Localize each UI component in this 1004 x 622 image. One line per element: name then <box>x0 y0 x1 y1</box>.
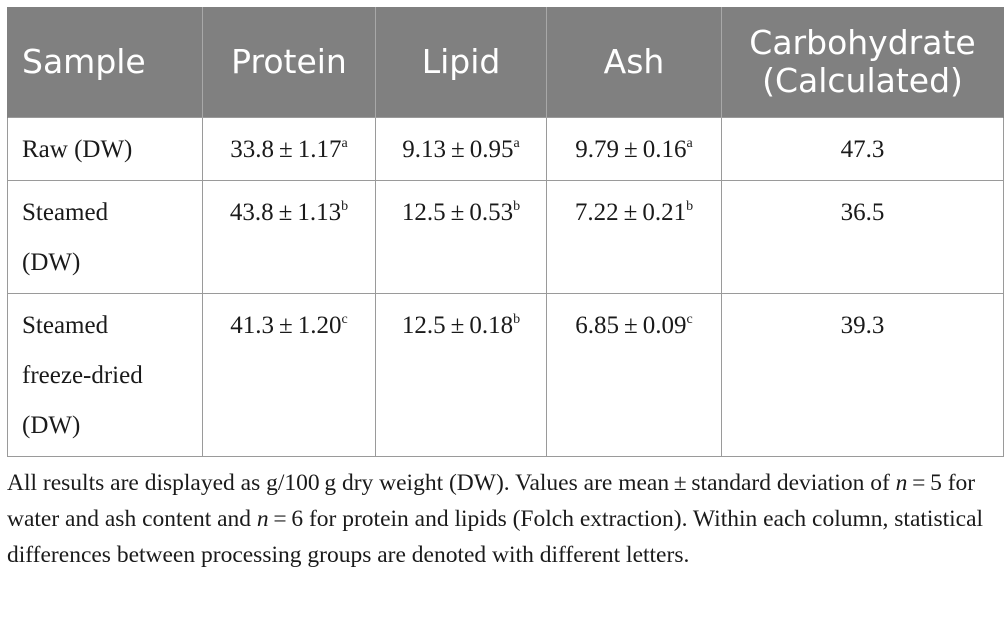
sample-label-line2: freeze-dried <box>22 362 143 389</box>
mean-value: 9.79 <box>575 136 620 163</box>
footnote-part1: All results are displayed as g/100 g dry… <box>7 470 896 496</box>
lipid-cell: 12.5 ±0.18b <box>375 293 547 457</box>
table-row: Steamed (DW) 43.8 ±1.13b 12.5 ±0.53b 7.22 ±… <box>7 180 1004 294</box>
significance-letter: b <box>513 199 521 214</box>
plus-minus: ± <box>624 312 638 339</box>
plus-minus: ± <box>278 199 293 226</box>
sample-label-line3: (DW) <box>22 412 81 439</box>
protein-cell: 41.3 ±1.20c <box>202 293 376 457</box>
footnote-part2: = 5 for water and ash content and <box>7 470 976 532</box>
sd-value: 1.13 <box>297 199 342 226</box>
ash-cell: 6.85 ±0.09c <box>546 293 722 457</box>
nutrient-composition-table: Sample Protein Lipid Ash Carbohydrate (C… <box>7 7 1004 457</box>
plus-minus: ± <box>279 312 293 339</box>
sample-cell: Steamed (DW) <box>7 180 203 294</box>
mean-value: 7.22 <box>574 199 619 226</box>
table-row: Raw (DW) 33.8 ±1.17a 9.13 ±0.95a 9.79 ±0.16… <box>7 117 1004 181</box>
plus-minus: ± <box>451 136 465 163</box>
mean-value: 43.8 <box>229 199 274 226</box>
sample-cell: Raw (DW) <box>7 117 203 181</box>
header-row: Sample Protein Lipid Ash Carbohydrate (C… <box>7 7 1004 118</box>
sample-label-line2: (DW) <box>22 249 81 276</box>
significance-letter: a <box>513 136 520 151</box>
sample-label: Raw (DW) <box>22 136 133 163</box>
mean-value: 33.8 <box>230 136 275 163</box>
significance-letter: a <box>341 136 348 151</box>
header-ash: Ash <box>546 7 722 118</box>
table-row: Steamed freeze-dried (DW) 41.3 ±1.20c 12.… <box>7 293 1004 457</box>
significance-letter: b <box>341 199 349 214</box>
footnote-n-symbol: n <box>256 506 269 532</box>
plus-minus: ± <box>623 199 638 226</box>
plus-minus: ± <box>279 136 293 163</box>
plus-minus: ± <box>450 312 465 339</box>
sample-label-line1: Steamed <box>22 312 109 339</box>
footnote-part3: = 6 for protein and lipids (Folch extrac… <box>7 506 984 568</box>
sd-value: 0.09 <box>642 312 687 339</box>
sd-value: 0.21 <box>642 199 687 226</box>
header-carbohydrate: Carbohydrate (Calculated) <box>721 7 1004 118</box>
carbohydrate-cell: 36.5 <box>721 180 1004 294</box>
mean-value: 12.5 <box>401 199 446 226</box>
mean-value: 9.13 <box>402 136 447 163</box>
significance-letter: b <box>686 199 694 214</box>
plus-minus: ± <box>624 136 638 163</box>
plus-minus: ± <box>450 199 465 226</box>
significance-letter: c <box>686 312 693 327</box>
header-protein: Protein <box>202 7 376 118</box>
sd-value: 1.17 <box>297 136 342 163</box>
sd-value: 0.95 <box>469 136 514 163</box>
mean-value: 41.3 <box>230 312 275 339</box>
protein-cell: 33.8 ±1.17a <box>202 117 376 181</box>
carbohydrate-cell: 39.3 <box>721 293 1004 457</box>
sample-cell: Steamed freeze-dried (DW) <box>7 293 203 457</box>
sd-value: 0.16 <box>642 136 687 163</box>
ash-cell: 7.22 ±0.21b <box>546 180 722 294</box>
lipid-cell: 12.5 ±0.53b <box>375 180 547 294</box>
sample-label-line1: Steamed <box>22 199 109 226</box>
sd-value: 1.20 <box>297 312 342 339</box>
header-carbohydrate-line1: Carbohydrate <box>749 23 976 62</box>
significance-letter: a <box>686 136 693 151</box>
protein-cell: 43.8 ±1.13b <box>202 180 376 294</box>
mean-value: 6.85 <box>575 312 620 339</box>
ash-cell: 9.79 ±0.16a <box>546 117 722 181</box>
significance-letter: c <box>341 312 348 327</box>
table-footnote: All results are displayed as g/100 g dry… <box>7 465 1003 573</box>
carbohydrate-cell: 47.3 <box>721 117 1004 181</box>
lipid-cell: 9.13 ±0.95a <box>375 117 547 181</box>
mean-value: 12.5 <box>401 312 446 339</box>
sd-value: 0.18 <box>469 312 514 339</box>
footnote-n-symbol: n <box>895 470 908 496</box>
significance-letter: b <box>513 312 521 327</box>
sd-value: 0.53 <box>469 199 514 226</box>
header-lipid: Lipid <box>375 7 547 118</box>
header-carbohydrate-line2: (Calculated) <box>762 61 963 100</box>
header-sample: Sample <box>7 7 203 118</box>
